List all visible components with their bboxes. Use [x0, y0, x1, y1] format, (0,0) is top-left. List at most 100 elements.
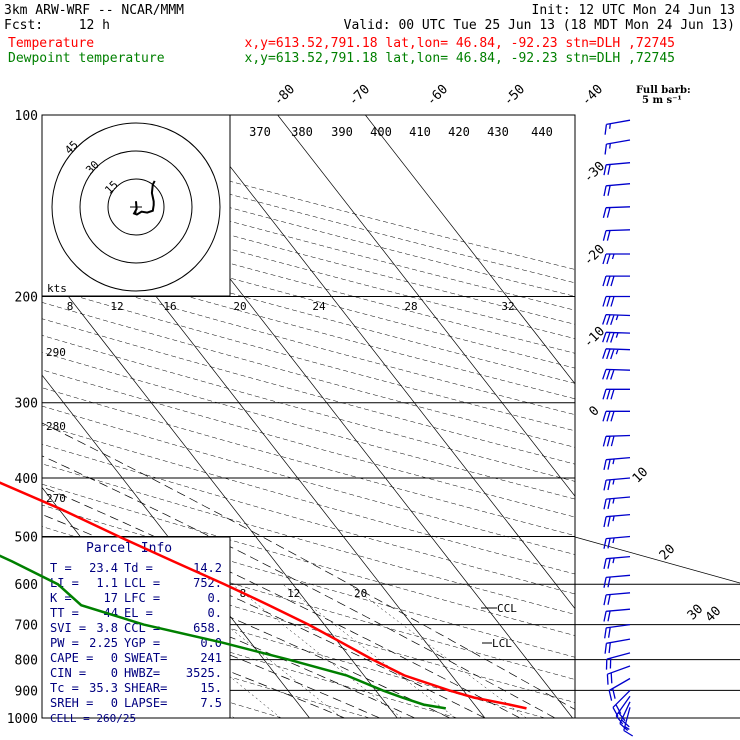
thetae-label: 12: [110, 300, 123, 313]
isotherm-label: 30: [685, 602, 707, 624]
mixing-ratio-line: [231, 584, 402, 718]
parcel-info-cell: Tc =: [50, 681, 79, 695]
parcel-info-cell: SWEAT=: [124, 651, 167, 665]
parcel-info-cell: 7.5: [200, 696, 222, 710]
lcl-annotation: LCL: [492, 637, 512, 650]
wind-barb: [603, 162, 631, 176]
pressure-label: 100: [15, 109, 38, 124]
wind-barb: [603, 513, 631, 528]
wind-barb: [603, 608, 631, 622]
theta-side-label: 280: [46, 420, 66, 433]
parcel-info-cell: 3525.: [186, 666, 222, 680]
hodograph-ring: [79, 150, 193, 264]
pressure-label: 900: [15, 684, 38, 699]
dewpoint-location: x,y=613.52,791.18 lat,lon= 46.84, -92.23…: [245, 51, 675, 66]
pressure-label: 200: [15, 291, 38, 306]
parcel-info-cell: CIN =: [50, 666, 86, 680]
wind-barb: [602, 275, 630, 287]
moist-adiabat-line: [42, 600, 345, 718]
theta-label: 370: [249, 125, 271, 139]
theta-label: 400: [370, 125, 392, 139]
parcel-info-cell: EL =: [124, 606, 153, 620]
moist-adiabat-line: [42, 422, 575, 710]
dry-adiabat-line: [42, 240, 575, 384]
theta-labels: 370 380 390 400 410 420 430 440: [249, 125, 553, 139]
pressure-axis-labels: 100 200 300 400 500 600 700 800 900 1000: [7, 109, 38, 727]
wind-barb: [602, 434, 631, 447]
mixing-ratio-line: [282, 584, 456, 718]
pressure-label: 300: [15, 397, 38, 412]
wind-barbs: [602, 119, 634, 737]
parcel-info-cell: Td =: [124, 561, 153, 575]
parcel-info-cell: LI =: [50, 576, 79, 590]
parcel-info-cell: LCL =: [124, 576, 160, 590]
parcel-info-panel: Parcel Info T = 23.4 Td = 14.2LI = 1.1 LCL = 7…: [41, 536, 231, 725]
wind-barb: [602, 331, 631, 343]
dry-adiabat-line: [42, 424, 575, 575]
theta-label: 430: [487, 125, 509, 139]
parcel-info-cell: SVI =: [50, 621, 86, 635]
thetae-label: 20: [233, 300, 246, 313]
theta-label: 380: [291, 125, 313, 139]
temperature-line: [0, 481, 527, 710]
theta-label: 390: [331, 125, 353, 139]
init-time: Init: 12 UTC Mon 24 Jun 13: [532, 3, 736, 18]
wind-barb: [603, 555, 631, 570]
isotherm-line: [189, 115, 575, 610]
parcel-info-cell: 658.: [193, 621, 222, 635]
isotherm-extension-line: [574, 536, 740, 584]
parcel-info-cell: 2.25: [89, 636, 118, 650]
isotherm-line: [365, 115, 575, 385]
dry-adiabat-line: [42, 335, 575, 482]
wind-barb: [603, 496, 631, 510]
wind-barb: [603, 477, 631, 491]
isotherm-label: 0: [586, 403, 602, 419]
wind-barb: [604, 623, 631, 639]
wind-barb: [606, 665, 631, 685]
wind-barb: [615, 695, 631, 725]
sounding-series: [0, 481, 527, 710]
dry-adiabat-line: [42, 594, 458, 718]
parcel-info-cell: 0.: [208, 591, 222, 605]
thetae-label: 24: [312, 300, 326, 313]
theta-label: 420: [448, 125, 470, 139]
parcel-info-cell: 14.2: [193, 561, 222, 575]
dry-adiabat-line: [42, 483, 575, 636]
parcel-info-cell: 0.: [208, 606, 222, 620]
parcel-cell: CELL = 260/25: [50, 712, 136, 725]
isotherm-label: -70: [346, 82, 373, 109]
thetae-label: 16: [163, 300, 176, 313]
parcel-info-cell: SHEAR=: [124, 681, 167, 695]
isotherm-label: -20: [581, 242, 608, 269]
wind-barb: [602, 388, 630, 400]
wind-barb: [603, 592, 631, 606]
wind-barb: [612, 689, 631, 717]
dewpoint-line: [0, 554, 447, 710]
pressure-label: 800: [15, 654, 38, 669]
valid-time: Valid: 00 UTC Tue 25 Jun 13 (18 MDT Mon …: [344, 18, 735, 33]
mixing-ratio-label: 12: [287, 587, 300, 600]
wind-barb: [603, 456, 631, 471]
parcel-info-cell: CAPE =: [50, 651, 93, 665]
parcel-info-cell: 35.3: [89, 681, 118, 695]
hodograph-units: kts: [47, 282, 67, 295]
model-title: 3km ARW-WRF -- NCAR/MMM: [4, 3, 184, 18]
parcel-info-cell: LAPSE=: [124, 696, 167, 710]
wind-barb: [604, 119, 631, 135]
isotherm-label: -80: [271, 82, 298, 109]
wind-barb: [602, 313, 631, 326]
pressure-label: 500: [15, 530, 38, 545]
wind-barb: [619, 701, 631, 731]
wind-barb: [602, 206, 631, 218]
forecast-label: Fcst:: [4, 18, 43, 33]
parcel-info-cell: 0: [111, 696, 118, 710]
parcel-info-cell: 3.8: [96, 621, 118, 635]
hodograph-ring: [107, 178, 165, 236]
hodograph-trace: [132, 180, 156, 216]
parcel-info-cell: CCL =: [124, 621, 160, 635]
ccl-annotation: CCL: [497, 602, 517, 615]
dry-adiabat-line: [42, 270, 575, 415]
wind-barb: [623, 707, 634, 737]
wind-barb: [603, 574, 631, 588]
